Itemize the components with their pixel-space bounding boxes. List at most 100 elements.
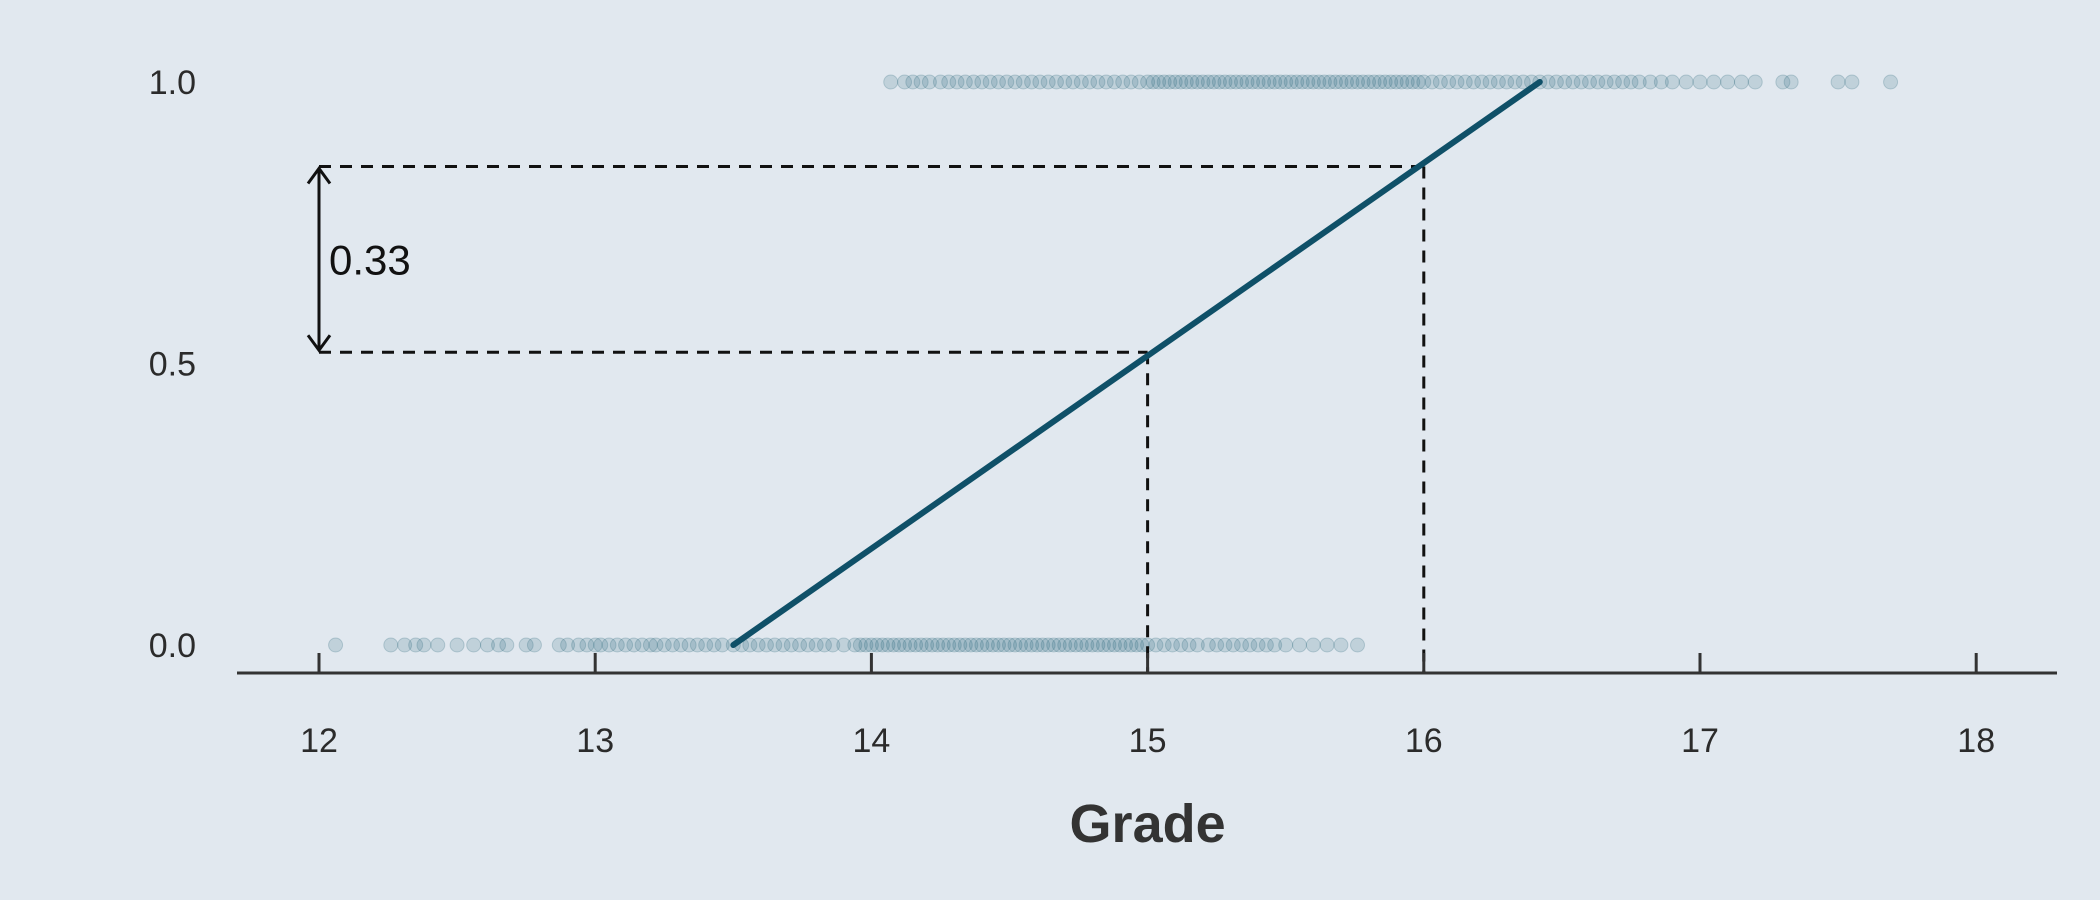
data-point bbox=[1653, 74, 1669, 90]
data-point bbox=[792, 637, 808, 653]
data-point bbox=[1258, 637, 1274, 653]
data-point bbox=[1245, 74, 1261, 90]
data-point bbox=[941, 637, 957, 653]
guide-lines bbox=[319, 164, 1426, 673]
data-point bbox=[1082, 74, 1098, 90]
data-point bbox=[979, 637, 995, 653]
data-point bbox=[1692, 74, 1708, 90]
data-point bbox=[847, 637, 863, 653]
data-point bbox=[924, 637, 940, 653]
data-point bbox=[1623, 74, 1639, 90]
data-point bbox=[1250, 637, 1266, 653]
data-point bbox=[905, 74, 921, 90]
arrow-head-bottom bbox=[306, 334, 332, 353]
data-point bbox=[1129, 637, 1145, 653]
data-point bbox=[1466, 74, 1482, 90]
data-point bbox=[1084, 637, 1100, 653]
data-point bbox=[1079, 637, 1095, 653]
data-point bbox=[673, 637, 689, 653]
data-point bbox=[571, 637, 587, 653]
data-point bbox=[1333, 74, 1349, 90]
data-point bbox=[919, 637, 935, 653]
data-point bbox=[1189, 74, 1205, 90]
data-point bbox=[1515, 74, 1531, 90]
data-point bbox=[1173, 637, 1189, 653]
data-point bbox=[1007, 74, 1023, 90]
data-point bbox=[1441, 74, 1457, 90]
data-point bbox=[665, 637, 681, 653]
data-point bbox=[1189, 637, 1205, 653]
data-point bbox=[750, 637, 766, 653]
data-point bbox=[1327, 74, 1343, 90]
data-point bbox=[397, 637, 413, 653]
data-point bbox=[1292, 637, 1308, 653]
data-point bbox=[1366, 74, 1382, 90]
data-point bbox=[1173, 74, 1189, 90]
data-point bbox=[1573, 74, 1589, 90]
data-point bbox=[1065, 74, 1081, 90]
data-point bbox=[1283, 74, 1299, 90]
data-point bbox=[1394, 74, 1410, 90]
difference-annotation: 0.33 bbox=[306, 165, 411, 353]
data-point bbox=[1377, 74, 1393, 90]
data-point bbox=[1211, 74, 1227, 90]
data-point bbox=[897, 637, 913, 653]
data-point bbox=[1300, 74, 1316, 90]
data-point bbox=[1098, 74, 1114, 90]
data-point bbox=[634, 637, 650, 653]
data-point bbox=[1007, 637, 1023, 653]
x-tick-label: 16 bbox=[1405, 722, 1443, 760]
data-point bbox=[742, 637, 758, 653]
data-point bbox=[783, 637, 799, 653]
data-point bbox=[587, 637, 603, 653]
data-point bbox=[1131, 74, 1147, 90]
data-point bbox=[1040, 637, 1056, 653]
data-point bbox=[1733, 74, 1749, 90]
data-point bbox=[1156, 74, 1172, 90]
data-point bbox=[775, 637, 791, 653]
data-point bbox=[1151, 74, 1167, 90]
data-point bbox=[1048, 74, 1064, 90]
data-point bbox=[935, 637, 951, 653]
data-point bbox=[908, 637, 924, 653]
data-point bbox=[921, 74, 937, 90]
data-point bbox=[1490, 74, 1506, 90]
x-axis: 12 13 14 15 16 17 18 bbox=[237, 653, 2057, 760]
data-point bbox=[1040, 74, 1056, 90]
data-point bbox=[1615, 74, 1631, 90]
data-point bbox=[1095, 637, 1111, 653]
data-point bbox=[1261, 74, 1277, 90]
data-point bbox=[551, 637, 567, 653]
data-point bbox=[1090, 74, 1106, 90]
data-point bbox=[985, 637, 1001, 653]
data-point bbox=[1013, 637, 1029, 653]
data-point bbox=[1631, 74, 1647, 90]
data-point bbox=[902, 637, 918, 653]
points-grade-zero bbox=[328, 637, 1366, 653]
data-point bbox=[996, 637, 1012, 653]
data-point bbox=[1032, 74, 1048, 90]
data-point bbox=[1350, 74, 1366, 90]
data-point bbox=[1399, 74, 1415, 90]
data-point bbox=[408, 637, 424, 653]
data-point bbox=[1272, 74, 1288, 90]
data-point bbox=[1664, 74, 1680, 90]
y-ticks: 0.0 0.5 1.0 bbox=[149, 64, 196, 665]
data-point bbox=[1747, 74, 1763, 90]
data-point bbox=[1361, 74, 1377, 90]
data-point bbox=[863, 637, 879, 653]
data-point bbox=[1474, 74, 1490, 90]
data-point bbox=[1167, 74, 1183, 90]
data-point bbox=[1305, 74, 1321, 90]
data-point bbox=[1217, 74, 1233, 90]
data-point bbox=[1338, 74, 1354, 90]
data-point bbox=[1256, 74, 1272, 90]
data-point bbox=[1590, 74, 1606, 90]
data-point bbox=[1598, 74, 1614, 90]
data-point bbox=[825, 637, 841, 653]
data-point bbox=[897, 74, 913, 90]
data-point bbox=[1319, 637, 1335, 653]
data-point bbox=[883, 74, 899, 90]
data-point bbox=[869, 637, 885, 653]
